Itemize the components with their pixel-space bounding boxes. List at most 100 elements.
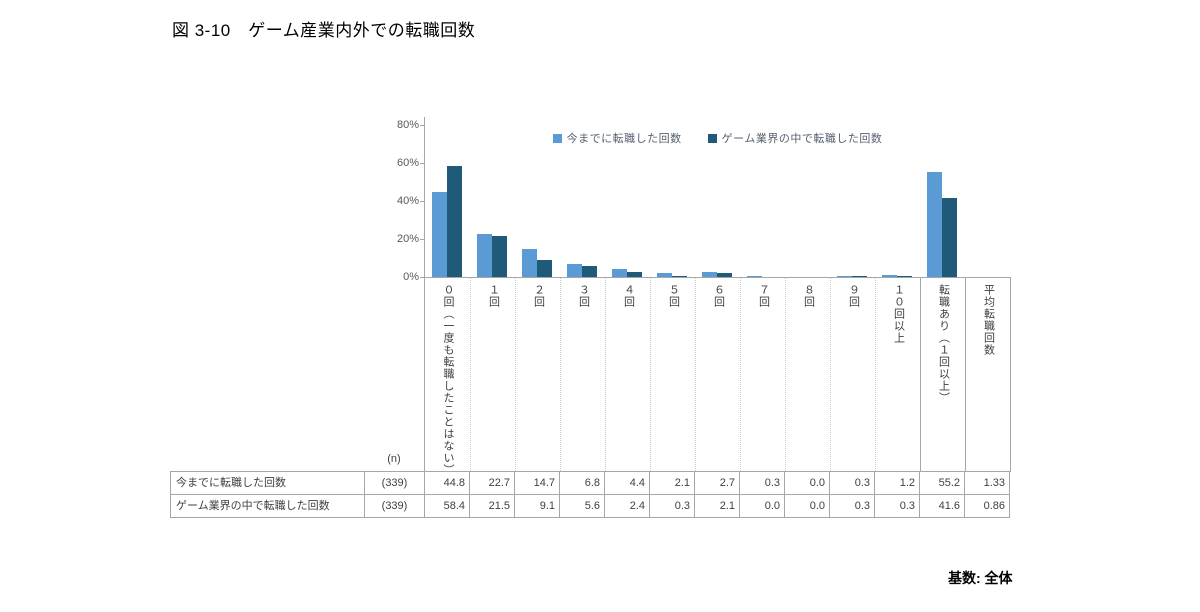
y-axis-tick-mark (420, 277, 424, 278)
bar-series2 (537, 260, 552, 277)
category-header-cell: １０回以上 (875, 278, 920, 471)
table-value-cell: 22.7 (470, 472, 515, 495)
y-axis-tick-mark (420, 201, 424, 202)
n-column-header: (n) (387, 453, 401, 465)
bar-series2 (852, 276, 867, 277)
bar-series2 (672, 276, 687, 277)
y-axis-tick-label: 40% (396, 195, 419, 207)
category-label: 転職あり（１回以上） (937, 284, 950, 404)
table-value-cell: 0.0 (740, 495, 785, 518)
category-label: ８回 (802, 284, 815, 308)
category-label: ５回 (667, 284, 680, 308)
category-label: １０回以上 (892, 284, 905, 344)
table-value-cell: 2.1 (650, 472, 695, 495)
bar-series1 (882, 275, 897, 277)
chart-legend: 今までに転職した回数 ゲーム業界の中で転職した回数 (424, 130, 1011, 146)
category-label: ２回 (532, 284, 545, 308)
y-axis-tick-label: 60% (396, 157, 419, 169)
category-label: 平均転職回数 (982, 284, 995, 356)
bar-series1 (657, 273, 672, 277)
bar-series1 (747, 276, 762, 277)
category-label: ９回 (847, 284, 860, 308)
category-header-cell: ５回 (650, 278, 695, 471)
category-label: ７回 (757, 284, 770, 308)
y-axis-tick-label: 80% (396, 119, 419, 131)
table-value-cell: 55.2 (920, 472, 965, 495)
bar-series2 (492, 236, 507, 277)
y-axis-line (424, 117, 425, 277)
table-value-cell: 1.33 (965, 472, 1010, 495)
bar-series2 (897, 276, 912, 277)
table-value-cell: 4.4 (605, 472, 650, 495)
category-header-cell: ２回 (515, 278, 560, 471)
table-value-cell: 58.4 (425, 495, 470, 518)
bar-series2 (447, 166, 462, 277)
category-header-cell: 転職あり（１回以上） (920, 278, 965, 471)
category-header-row: ０回（一度も転職したことはない） １回 ２回 ３回 ４回 ５回 ６回 ７回 ８回 ９回 １０回以上 転… (424, 277, 1011, 472)
category-label: ４回 (622, 284, 635, 308)
table-value-cell: 2.4 (605, 495, 650, 518)
table-n-cell: (339) (365, 495, 425, 518)
bar-series2 (627, 272, 642, 277)
category-header-cell: 平均転職回数 (965, 278, 1010, 471)
category-header-cell: ９回 (830, 278, 875, 471)
category-header-cell: １回 (470, 278, 515, 471)
table-value-cell: 0.3 (650, 495, 695, 518)
bar-series2 (582, 266, 597, 277)
bar-series1 (837, 276, 852, 277)
table-value-cell: 9.1 (515, 495, 560, 518)
category-header-cell: ４回 (605, 278, 650, 471)
table-value-cell: 0.3 (740, 472, 785, 495)
bar-series2 (717, 273, 732, 277)
legend-item: 今までに転職した回数 (552, 130, 682, 146)
table-value-cell: 0.0 (785, 495, 830, 518)
category-label: ３回 (577, 284, 590, 308)
bar-series1 (477, 234, 492, 277)
summary-table: 今までに転職した回数 (339) 44.8 22.7 14.7 6.8 4.4 2.1 2.7 0… (170, 471, 1010, 518)
table-value-cell: 5.6 (560, 495, 605, 518)
table-value-cell: 0.3 (830, 472, 875, 495)
legend-item: ゲーム業界の中で転職した回数 (707, 130, 883, 146)
table-n-cell: (339) (365, 472, 425, 495)
table-value-cell: 2.1 (695, 495, 740, 518)
table-value-cell: 14.7 (515, 472, 560, 495)
table-row-label: 今までに転職した回数 (171, 472, 365, 495)
category-header-cell: ６回 (695, 278, 740, 471)
table-value-cell: 0.3 (830, 495, 875, 518)
category-label: １回 (487, 284, 500, 308)
bar-series1 (522, 249, 537, 277)
legend-label: ゲーム業界の中で転職した回数 (721, 133, 883, 145)
category-header-cell: ７回 (740, 278, 785, 471)
chart-plot (425, 125, 1010, 277)
table-value-cell: 1.2 (875, 472, 920, 495)
category-header-cell: ３回 (560, 278, 605, 471)
table-value-cell: 6.8 (560, 472, 605, 495)
legend-swatch (707, 133, 717, 143)
y-axis-tick-mark (420, 163, 424, 164)
figure-title: 図 3-10 ゲーム産業内外での転職回数 (172, 21, 476, 40)
bar-series1 (927, 172, 942, 277)
category-header-cell: ０回（一度も転職したことはない） (425, 278, 470, 471)
bar-series1 (612, 269, 627, 277)
y-axis-tick-label: 0% (403, 271, 419, 283)
bar-series1 (702, 272, 717, 277)
legend-label: 今までに転職した回数 (566, 133, 682, 145)
category-label: ６回 (712, 284, 725, 308)
table-value-cell: 0.3 (875, 495, 920, 518)
base-note: 基数: 全体 (948, 570, 1013, 586)
table-row-label: ゲーム業界の中で転職した回数 (171, 495, 365, 518)
bar-series1 (432, 192, 447, 277)
y-axis-tick-label: 20% (396, 233, 419, 245)
bar-series2 (942, 198, 957, 277)
legend-swatch (552, 133, 562, 143)
table-value-cell: 21.5 (470, 495, 515, 518)
bar-series1 (567, 264, 582, 277)
y-axis-tick-mark (420, 125, 424, 126)
category-header-cell: ８回 (785, 278, 830, 471)
table-value-cell: 41.6 (920, 495, 965, 518)
y-axis-tick-mark (420, 239, 424, 240)
table-value-cell: 2.7 (695, 472, 740, 495)
table-value-cell: 0.0 (785, 472, 830, 495)
table-value-cell: 0.86 (965, 495, 1010, 518)
